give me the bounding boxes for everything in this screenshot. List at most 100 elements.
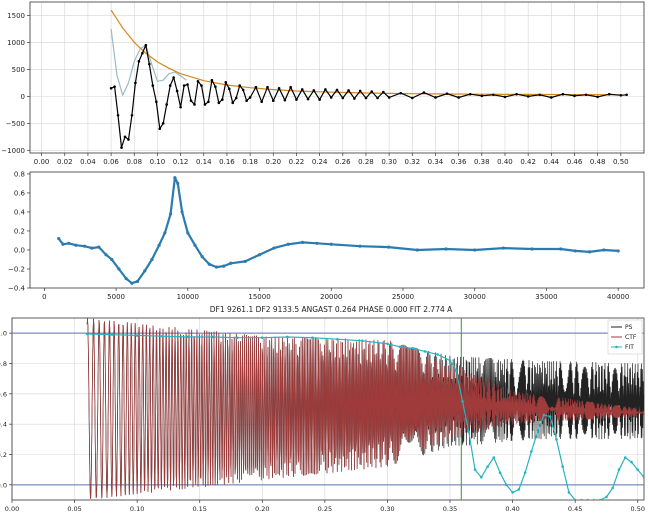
fit-point [286,335,289,339]
series-2-point [422,91,426,94]
y-tick-label: 0.2 [14,227,25,235]
series-2-point [312,89,316,92]
series-2-point [193,103,196,106]
series-2-point [515,92,518,96]
series-0-point [173,176,177,180]
series-2-point [165,103,169,106]
series-2-point [189,99,193,102]
series-0-point [180,210,184,214]
series-2-point [376,96,379,100]
x-tick-label: 0.22 [289,158,305,166]
x-tick-label: 30000 [464,293,486,301]
x-tick-label: 0.12 [173,158,189,166]
fit-point [642,475,644,479]
x-tick-label: 0.50 [631,505,645,513]
y-tick-label: 0.0 [14,246,25,254]
series-2-point [266,85,269,89]
fit-point [586,498,589,500]
fit-point [135,334,139,337]
series-2-point [457,96,460,99]
series-2-point [148,62,151,66]
x-tick-label: 0.45 [568,505,582,513]
y-tick-label: 1.0 [0,330,7,338]
fit-point [630,460,633,464]
y-tick-label: 0.4 [0,421,7,429]
x-tick-label: 0.00 [5,505,19,513]
series-2-point [221,98,224,101]
fit-point [185,335,189,339]
series-0-point [222,264,226,268]
series-0-point [387,245,391,249]
y-tick-label: −0.4 [8,285,26,293]
series-2-point [306,97,310,101]
series-2-point [120,146,123,149]
series-2-point [619,93,623,97]
fit-point [536,430,539,434]
series-2-point [210,78,214,82]
series-2-point [300,88,304,91]
series-2-point [227,87,231,91]
fit-point [160,334,164,338]
x-tick-label: 0.00 [34,158,50,166]
plot-area [109,9,628,149]
x-tick-label: 0.14 [196,158,212,166]
y-tick-label: −500 [6,120,25,128]
series-0-point [193,243,197,247]
series-2-point [289,85,292,89]
series-0-point [315,241,319,245]
series-0-point [168,212,173,216]
x-tick-label: 0.30 [381,158,397,166]
fit-point [361,339,364,343]
x-tick-label: 0.48 [590,158,606,166]
plot-area [12,318,644,500]
fit-point [423,350,427,353]
series-0-point [74,243,78,247]
y-tick-label: 0.0 [0,481,7,489]
y-tick-label: 0.6 [14,189,26,197]
series-0-point [130,281,134,285]
series-2-point [329,96,333,99]
ctf-line [86,318,644,499]
series-2-point [341,96,345,100]
x-tick-label: 0.15 [192,505,206,513]
series-2-point [411,96,414,100]
axes-frame [29,1,645,154]
series-0-point [559,247,563,251]
x-tick-label: 0.06 [103,158,119,166]
series-2-point [399,91,403,95]
fit-point [336,337,339,341]
series-0-point [200,255,204,259]
fit-point [523,471,527,475]
series-0-point [163,231,167,235]
series-2-point [445,92,449,95]
x-tick-label: 0.02 [57,158,73,166]
series-2-point [214,85,217,88]
series-2-point [238,84,241,87]
fit-point [260,336,264,340]
series-2-point [234,96,238,100]
fit-point [548,415,552,418]
series-0-point [82,244,87,248]
fit-point [386,342,389,346]
fit-point [467,430,471,434]
series-0-point [602,248,606,252]
x-tick-label: 0.16 [219,158,235,166]
series-2-point [353,97,356,100]
fit-point [592,498,596,500]
series-2-point [283,98,287,102]
series-2-point [207,100,210,104]
x-tick-label: 0.20 [265,158,281,166]
x-tick-label: 0.46 [567,158,583,166]
x-tick-label: 40000 [607,293,629,301]
series-2-point [241,88,245,92]
series-0-point [57,236,61,241]
x-tick-label: 0.08 [126,158,142,166]
series-0-point [573,249,577,253]
x-tick-label: 0.34 [428,158,444,166]
fit-point [486,465,489,468]
series-0-point [143,269,147,273]
series-2-point [584,93,588,97]
y-tick-label: 1000 [7,39,25,47]
x-tick-label: 0.20 [255,505,269,513]
